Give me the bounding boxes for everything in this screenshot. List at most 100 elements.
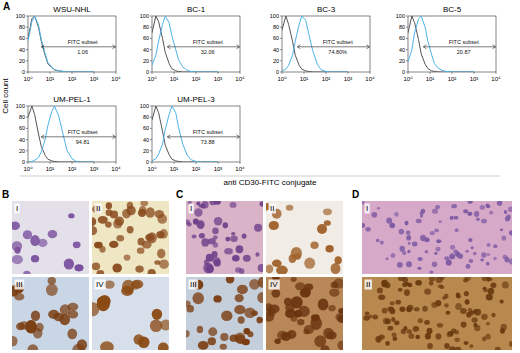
cell (234, 305, 245, 314)
cell (301, 287, 311, 296)
y-tick-label: 80 (19, 114, 25, 120)
chart-title: BC-1 (187, 5, 206, 14)
gate-arrow (41, 135, 44, 139)
cell (471, 317, 477, 322)
x-tick (94, 162, 95, 164)
y-tick (26, 60, 28, 61)
cell (160, 229, 168, 238)
y-tick-label: 80 (273, 24, 279, 30)
x-tick-label: 10⁰ (147, 166, 157, 172)
y-tick (150, 162, 152, 163)
cell (92, 217, 96, 226)
cell (38, 239, 48, 247)
cell (481, 314, 488, 320)
cell (429, 281, 434, 286)
cell (500, 328, 505, 334)
cell (469, 344, 473, 348)
cell (64, 258, 74, 269)
marks (28, 106, 116, 162)
label-patch (365, 280, 372, 290)
y-tick (26, 128, 28, 129)
y-tick-label: 0 (146, 159, 149, 165)
gate-arrow (113, 45, 116, 49)
cell (389, 223, 395, 228)
gate-line (41, 46, 115, 47)
cell (244, 307, 255, 318)
cell (214, 201, 221, 204)
y-tick (150, 106, 152, 107)
y-tick-label: 100 (270, 13, 279, 19)
gate-arrow (41, 45, 44, 49)
cell (407, 250, 410, 253)
cell (446, 259, 452, 265)
cell (36, 323, 44, 332)
cell (450, 216, 454, 220)
plot-frame (28, 106, 116, 162)
cell (466, 264, 471, 269)
cell (159, 259, 169, 269)
cell (415, 335, 420, 339)
plot-frame (152, 106, 240, 162)
cell (473, 323, 477, 328)
cell (392, 333, 397, 337)
y-tick-label: 60 (399, 35, 405, 41)
tile-label: I (16, 204, 18, 213)
x-tick-label: 10¹ (170, 76, 179, 82)
x-tick (218, 162, 219, 164)
y-tick (26, 72, 28, 73)
cell (392, 337, 397, 341)
x-tick (72, 72, 73, 74)
cell (206, 254, 214, 262)
y-tick-label: 40 (399, 47, 405, 53)
cell (323, 208, 332, 215)
cell (31, 255, 39, 262)
x-tick (174, 72, 175, 74)
y-tick-label: 0 (402, 69, 405, 75)
cell (399, 246, 404, 252)
chart-title: BC-3 (317, 5, 336, 14)
gate-line (423, 46, 495, 47)
tile-label: II (96, 204, 100, 213)
cell (220, 333, 228, 341)
cell (487, 243, 491, 247)
cell (405, 221, 409, 226)
cell (23, 230, 32, 239)
x-tick-label: 10² (192, 166, 201, 172)
cell (198, 341, 209, 350)
cell (397, 262, 403, 268)
cell (444, 343, 450, 349)
cell (413, 326, 419, 332)
histogram-panel: BC-102040608010010⁰10¹10²10³10⁴FITC subs… (140, 5, 245, 82)
cell (476, 218, 480, 222)
cell (277, 331, 288, 340)
cell (399, 229, 405, 235)
cell (387, 306, 394, 311)
y-tick-label: 0 (146, 69, 149, 75)
cell (197, 326, 203, 333)
cell (127, 226, 134, 233)
cell (365, 311, 370, 315)
tile-label: III (16, 280, 23, 289)
cell (446, 311, 451, 315)
micrograph (92, 277, 169, 350)
cell (304, 325, 314, 334)
cell (407, 305, 413, 311)
gate-value: 20.87 (457, 49, 471, 55)
cell (146, 207, 155, 217)
y-tick-label: 20 (19, 58, 25, 64)
cell (266, 312, 274, 322)
cell (502, 281, 509, 288)
cell (276, 266, 288, 274)
label-patch (67, 129, 99, 135)
cell (408, 242, 411, 245)
cell (395, 300, 401, 305)
cell (242, 233, 247, 238)
cell (225, 237, 230, 242)
x-tick-label: 10⁴ (235, 166, 245, 172)
cell (99, 295, 110, 306)
y-tick-label: 100 (16, 13, 25, 19)
cell (239, 268, 244, 274)
cell (154, 260, 160, 265)
y-tick-label: 20 (143, 58, 149, 64)
cell (378, 334, 385, 339)
